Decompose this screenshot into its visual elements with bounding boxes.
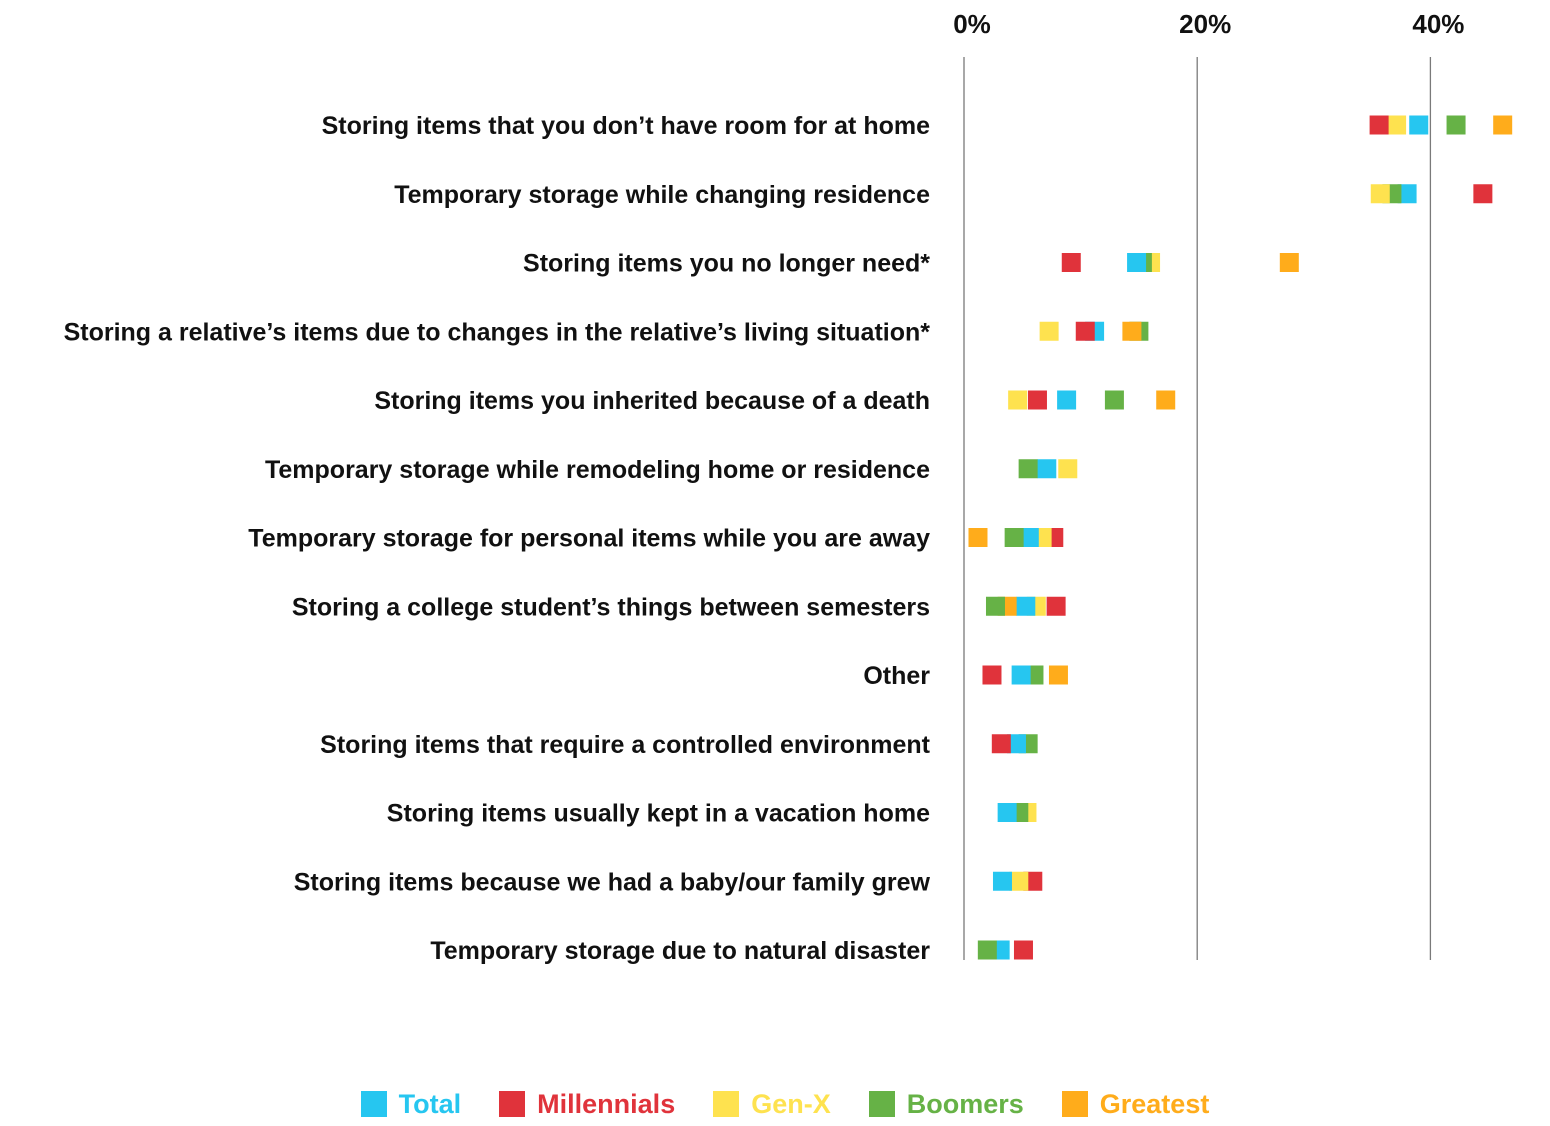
legend-label-total: Total: [398, 1088, 462, 1119]
point-greatest-row-5: [1156, 390, 1176, 410]
category-label: Temporary storage due to natural disaste…: [430, 937, 930, 965]
legend-item-millennials: Millennials: [499, 1089, 675, 1120]
legend-item-gen-x: Gen-X: [713, 1089, 831, 1120]
category-label: Temporary storage while remodeling home …: [265, 456, 930, 484]
point-greatest-row-7: [968, 528, 988, 547]
point-total-row-10: [1006, 734, 1026, 754]
category-label: Storing a relative’s items due to change…: [64, 318, 931, 346]
point-millennials-row-2: [1473, 184, 1493, 204]
legend-item-greatest: Greatest: [1061, 1088, 1210, 1120]
point-gen-x-row-4: [1039, 321, 1059, 341]
point-boomers-row-13: [977, 940, 997, 960]
category-label: Storing items you no longer need*: [523, 250, 930, 278]
point-greatest-row-9: [1048, 665, 1068, 685]
category-label: Storing items that require a controlled …: [320, 731, 930, 759]
data-marks: [968, 115, 1513, 960]
legend-label-boomers: Boomers: [906, 1088, 1024, 1119]
point-millennials-row-8: [1046, 596, 1066, 616]
point-total-row-8: [1016, 596, 1036, 616]
point-total-row-6: [1037, 459, 1057, 479]
legend-item-total: Total: [360, 1088, 462, 1120]
tick-label-20: 20%: [1179, 9, 1231, 39]
legend-label-gen-x: Gen-X: [751, 1088, 831, 1119]
category-labels: Storing items that you don’t have room f…: [64, 112, 931, 965]
point-total-row-12: [992, 871, 1012, 891]
legend-swatch-gen-x: [713, 1091, 740, 1117]
point-total-row-1: [1409, 115, 1429, 135]
category-label: Storing items that you don’t have room f…: [322, 112, 930, 140]
point-greatest-row-3: [1279, 253, 1299, 272]
point-boomers-row-6: [1018, 459, 1038, 479]
point-total-row-9: [1011, 665, 1031, 685]
point-millennials-row-4: [1075, 321, 1095, 341]
point-boomers-row-1: [1446, 115, 1466, 135]
point-total-row-2: [1397, 184, 1417, 204]
point-total-row-5: [1057, 390, 1077, 410]
point-boomers-row-7: [1004, 528, 1024, 547]
category-label: Storing a college student’s things betwe…: [292, 593, 930, 621]
point-millennials-row-5: [1027, 390, 1047, 410]
category-label: Storing items because we had a baby/our …: [294, 868, 931, 896]
point-millennials-row-1: [1369, 115, 1389, 135]
legend-swatch-millennials: [499, 1091, 526, 1117]
category-label: Storing items usually kept in a vacation…: [387, 800, 930, 828]
point-gen-x-row-1: [1387, 115, 1407, 135]
point-gen-x-row-12: [1009, 871, 1029, 891]
legend-swatch-boomers: [868, 1091, 895, 1117]
point-total-row-7: [1019, 528, 1039, 547]
point-total-row-3: [1127, 253, 1147, 272]
category-label: Storing items you inherited because of a…: [374, 387, 930, 415]
point-total-row-11: [997, 803, 1017, 822]
legend: Total Millennials Gen-X Boomers Greatest: [0, 1082, 1550, 1126]
tick-label-0: 0%: [953, 9, 991, 39]
point-gen-x-row-2: [1370, 184, 1390, 204]
point-millennials-row-9: [982, 665, 1002, 685]
point-millennials-row-3: [1061, 253, 1081, 272]
point-millennials-row-13: [1013, 940, 1033, 960]
category-label: Temporary storage for personal items whi…: [248, 525, 930, 553]
legend-item-boomers: Boomers: [868, 1088, 1024, 1120]
tick-label-40: 40%: [1412, 9, 1464, 39]
legend-label-greatest: Greatest: [1099, 1088, 1210, 1119]
point-greatest-row-4: [1122, 321, 1142, 341]
category-label: Other: [863, 662, 930, 690]
legend-swatch-greatest: [1061, 1091, 1088, 1117]
category-label: Temporary storage while changing residen…: [394, 181, 930, 209]
point-boomers-row-8: [985, 596, 1005, 616]
x-axis-ticks: 0% 20% 40%: [953, 9, 1464, 39]
point-boomers-row-5: [1104, 390, 1124, 410]
gridlines: [963, 57, 1432, 960]
point-gen-x-row-5: [1008, 390, 1028, 410]
point-greatest-row-1: [1493, 115, 1513, 135]
point-millennials-row-10: [991, 734, 1011, 754]
legend-label-millennials: Millennials: [537, 1088, 676, 1119]
legend-swatch-total: [360, 1091, 387, 1117]
point-gen-x-row-6: [1058, 459, 1078, 479]
